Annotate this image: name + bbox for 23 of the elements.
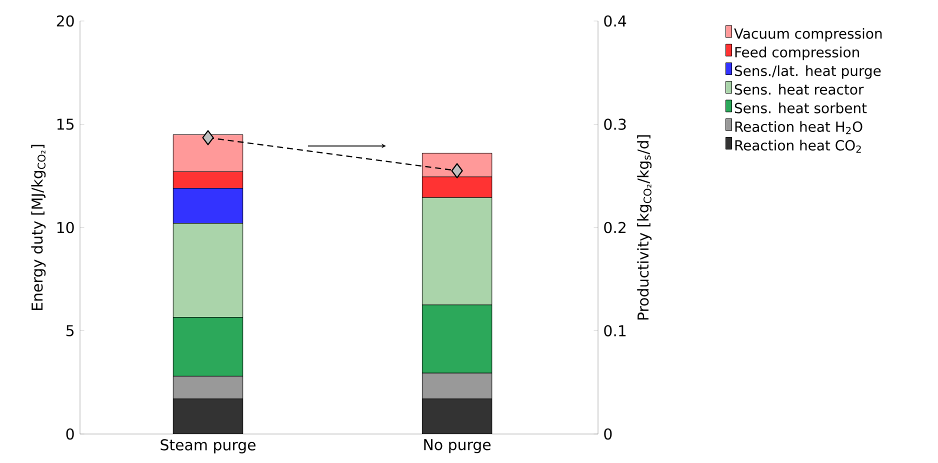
x-tick-label: Steam purge <box>160 439 256 454</box>
y-tick-label: 5 <box>66 325 74 336</box>
y-tick-label: 0 <box>66 428 74 440</box>
legend-label: Sens. heat sorbent <box>734 102 867 114</box>
y2-axis-title: Productivity [kg$_{CO₂}$/kg$_{s}$/d] <box>637 135 652 320</box>
y-axis-title: Energy duty [MJ/kg$_{CO₂}$] <box>31 144 46 310</box>
legend-label: Sens./lat. heat purge <box>734 65 881 79</box>
y2-tick-label: 0.2 <box>604 222 626 234</box>
y-tick-label: 15 <box>57 118 74 130</box>
legend-label: Sens. heat reactor <box>734 84 864 95</box>
x-tick-label: No purge <box>424 439 491 454</box>
y-tick-label: 20 <box>56 15 74 27</box>
legend-label: Feed compression <box>735 46 859 60</box>
legend-label: Reaction heat CO$_{2}$ <box>735 140 861 153</box>
y2-tick-label: 0.3 <box>604 118 626 130</box>
y-tick-label: 10 <box>57 222 74 234</box>
y2-tick-label: 0 <box>604 428 612 440</box>
legend-label: Reaction heat H$_{2}$O <box>735 121 862 134</box>
legend-label: Vacuum compression <box>734 28 882 42</box>
bar <box>172 398 244 434</box>
bar <box>422 398 492 434</box>
y2-tick-label: 0.4 <box>604 15 626 27</box>
y2-tick-label: 0.1 <box>604 325 626 336</box>
